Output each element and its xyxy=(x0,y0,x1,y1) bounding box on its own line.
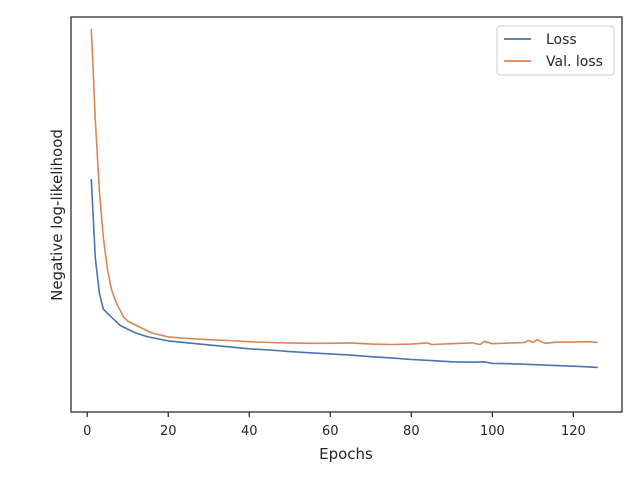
y-axis-label: Negative log-likelihood xyxy=(48,129,66,301)
legend: Loss Val. loss xyxy=(496,25,615,76)
legend-label: Val. loss xyxy=(546,54,603,70)
x-axis-ticks: 0 20 40 60 80 100 120 xyxy=(83,412,586,439)
x-tick-label: 40 xyxy=(241,424,258,439)
legend-label: Loss xyxy=(546,32,577,48)
x-tick-label: 20 xyxy=(160,424,177,439)
x-tick-label: 80 xyxy=(403,424,420,439)
x-tick-label: 60 xyxy=(322,424,339,439)
series-lines xyxy=(90,28,598,369)
x-tick-label: 100 xyxy=(480,424,505,439)
x-axis-label: Epochs xyxy=(319,445,373,463)
series-line-loss xyxy=(90,178,598,369)
x-tick-label: 120 xyxy=(561,424,586,439)
x-tick-label: 0 xyxy=(83,424,91,439)
plot-area xyxy=(70,16,623,413)
series-line-val-loss xyxy=(90,28,598,346)
